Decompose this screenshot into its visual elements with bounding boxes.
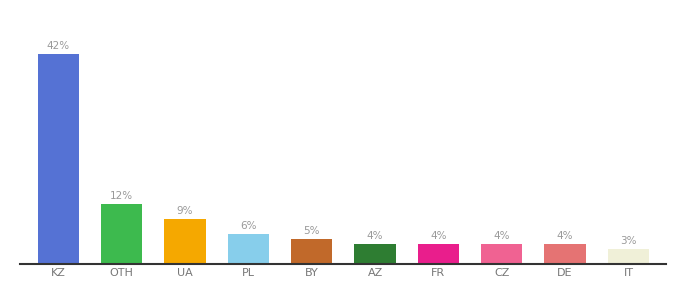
Text: 5%: 5% [303,226,320,236]
Text: 3%: 3% [620,236,636,246]
Text: 4%: 4% [430,231,447,241]
Text: 4%: 4% [494,231,510,241]
Bar [228,234,269,264]
Bar [291,239,333,264]
Bar [354,244,396,264]
Bar [101,204,142,264]
Text: 12%: 12% [110,191,133,201]
Bar [165,219,205,264]
Text: 9%: 9% [177,206,193,216]
Bar [38,54,79,264]
Text: 4%: 4% [367,231,384,241]
Bar [481,244,522,264]
Bar [418,244,459,264]
Text: 42%: 42% [47,41,70,51]
Bar [608,249,649,264]
Text: 6%: 6% [240,221,256,231]
Text: 4%: 4% [557,231,573,241]
Bar [545,244,585,264]
